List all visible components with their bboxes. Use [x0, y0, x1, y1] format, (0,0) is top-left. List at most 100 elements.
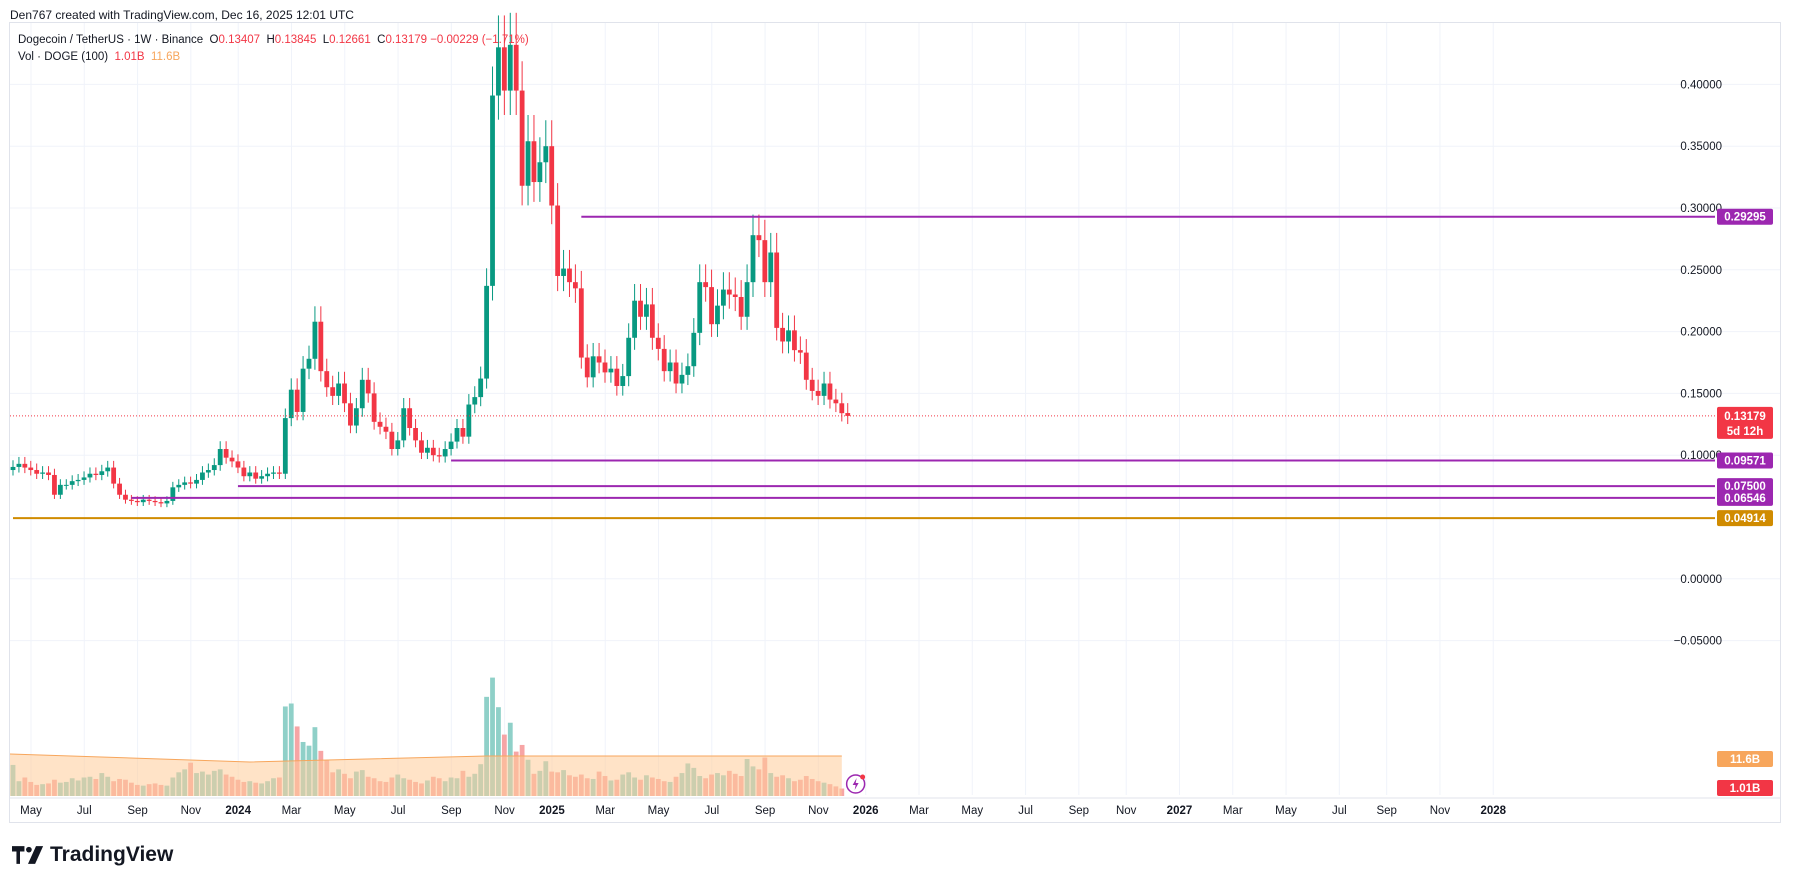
candle-up	[99, 471, 105, 475]
candle-down	[756, 235, 762, 241]
candle-up	[543, 146, 549, 163]
candle-up	[448, 441, 454, 450]
x-tick-label: Jul	[77, 805, 92, 817]
candle-down	[833, 399, 839, 404]
candle-down	[602, 362, 608, 373]
level-badge-label: 0.09571	[1724, 456, 1766, 468]
candle-down	[555, 205, 561, 276]
volume-title: Vol · DOGE (100)	[18, 51, 109, 63]
candle-down	[573, 282, 578, 289]
candle-up	[715, 305, 720, 325]
candle-up	[10, 466, 16, 471]
candle-down	[726, 289, 732, 295]
y-tick-label: 0.30000	[1680, 203, 1722, 215]
high-label: H	[266, 34, 275, 46]
candle-up	[484, 285, 489, 379]
candle-up	[359, 379, 365, 409]
candle-down	[827, 383, 833, 400]
open-label: O	[209, 34, 219, 46]
volume-badge: 1.01B	[1717, 780, 1773, 796]
last-price-badge-bg	[1717, 406, 1773, 439]
level-badge-label: 0.06546	[1724, 493, 1766, 505]
candle-down	[129, 499, 134, 501]
close-value: 0.13179	[385, 34, 428, 46]
volume-badge: 11.6B	[1717, 751, 1773, 767]
candle-down	[780, 327, 785, 342]
candle-down	[513, 44, 519, 91]
chart-frame[interactable]	[9, 22, 1781, 823]
candle-up	[211, 465, 217, 471]
tradingview-logo[interactable]: TradingView	[12, 843, 173, 867]
candle-down	[815, 390, 821, 396]
candle-down	[413, 428, 418, 441]
volume-ma-area	[10, 754, 842, 796]
price-badges: 0.292950.095710.075000.065460.049140.131…	[845, 208, 1773, 796]
candle-down	[377, 421, 383, 427]
candle-up	[140, 499, 146, 503]
candle-down	[436, 455, 442, 457]
volume-bar	[484, 696, 489, 796]
candle-up	[425, 447, 430, 453]
x-tick-label: Sep	[1069, 805, 1089, 817]
candle-down	[223, 449, 229, 458]
candle-down	[294, 389, 300, 412]
candle-up	[466, 404, 472, 437]
low-value: 0.12661	[329, 34, 371, 46]
candle-up	[40, 472, 45, 474]
candle-down	[348, 403, 353, 426]
candle-down	[614, 368, 620, 386]
level-price-badge: 0.04914	[1717, 510, 1773, 527]
candle-up	[306, 358, 312, 369]
candle-down	[803, 352, 809, 380]
price-change: −0.00229 (−1.71%)	[430, 34, 529, 46]
x-tick-label: 2027	[1167, 805, 1193, 817]
candle-up	[57, 484, 63, 495]
candle-down	[117, 483, 122, 495]
grid	[10, 23, 1780, 795]
level-badge-bg	[1717, 489, 1773, 506]
last-price-countdown: 5d 12h	[1727, 426, 1763, 438]
candle-down	[93, 473, 99, 475]
candle-up	[525, 141, 531, 186]
x-tick-label: Mar	[282, 805, 302, 817]
candle-down	[839, 403, 845, 414]
y-tick-label: 0.35000	[1680, 141, 1722, 153]
candle-up	[750, 235, 756, 283]
x-tick-label: Jul	[391, 805, 406, 817]
candle-up	[691, 332, 697, 367]
volume-badge-label: 11.6B	[1730, 754, 1760, 766]
candle-up	[644, 304, 649, 317]
candle-up	[205, 470, 211, 473]
candle-down	[342, 383, 347, 404]
level-badge-label: 0.04914	[1724, 513, 1766, 525]
candle-down	[703, 282, 709, 288]
volume-badge-label: 1.01B	[1730, 783, 1761, 795]
candle-down	[661, 348, 667, 372]
x-tick-label: 2026	[853, 805, 879, 817]
x-tick-label: Mar	[1223, 805, 1243, 817]
candle-up	[608, 368, 614, 373]
candle-down	[797, 350, 803, 353]
level-price-badge: 0.29295	[1717, 208, 1773, 225]
candle-down	[430, 447, 436, 456]
candle-up	[537, 162, 543, 183]
candle-down	[46, 472, 51, 475]
candle-down	[241, 467, 247, 477]
level-badge-bg	[1717, 208, 1773, 225]
candle-up	[288, 389, 294, 419]
candle-up	[454, 428, 460, 442]
candle-up	[821, 383, 827, 396]
lightning-icon[interactable]	[845, 774, 866, 794]
candle-down	[673, 362, 679, 384]
candle-down	[845, 413, 851, 416]
candle-down	[774, 252, 780, 328]
candle-up	[697, 282, 703, 333]
symbol-legend: Dogecoin / TetherUS · 1W · Binance O0.13…	[18, 34, 529, 46]
candle-up	[353, 408, 359, 426]
x-tick-label: 2025	[539, 805, 565, 817]
candle-up	[247, 472, 253, 477]
candle-up	[182, 482, 188, 485]
candle-down	[34, 470, 40, 474]
candle-up	[69, 481, 75, 485]
